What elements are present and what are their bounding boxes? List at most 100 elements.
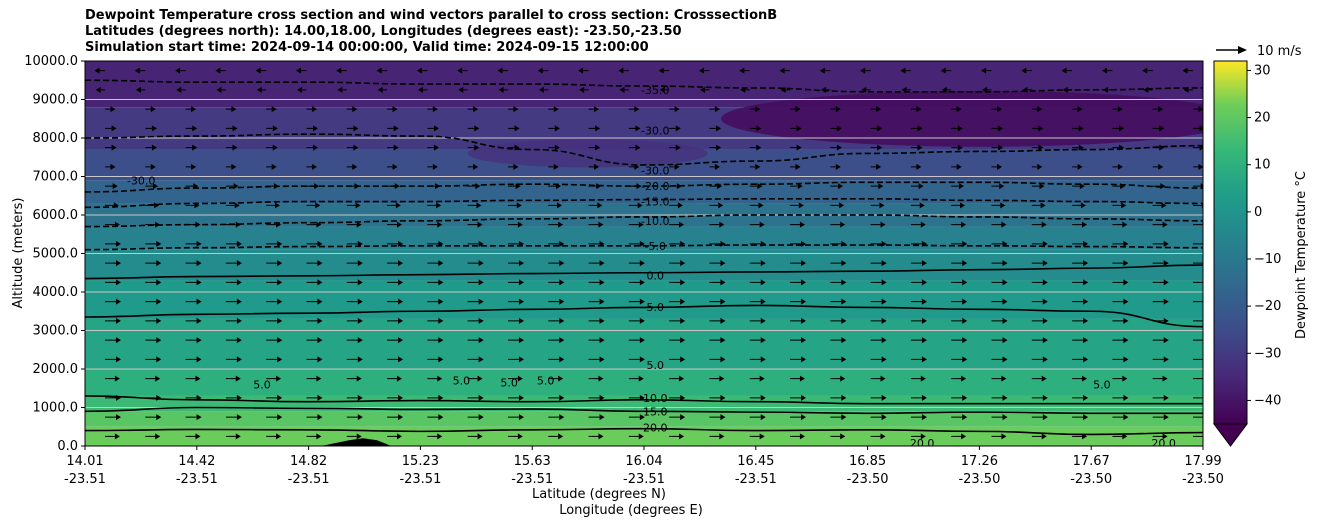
wind-vector-head [595,125,601,132]
wind-vector-head [236,337,242,344]
wind-vector-head [497,67,503,74]
wind-vector-head [156,356,162,363]
wind-vector-head [155,375,161,382]
wind-vector-head [231,106,237,113]
wind-vector-head [1042,356,1048,363]
wind-vector-head [150,106,156,113]
wind-vector-head [1158,106,1164,113]
x-tick-label-lon: -23.51 [511,472,553,487]
wind-vector-head [635,144,641,151]
wind-vector-head [156,337,162,344]
contour-label: -30.0 [641,124,669,137]
wind-vector-head [920,221,926,228]
wind-vector-head [559,356,565,363]
wind-vector-head [438,394,444,401]
wind-vector-head [796,144,802,151]
x-tick-label-lat: 16.04 [625,454,662,469]
wind-vector-head [1041,433,1047,440]
contour-line [85,427,1203,436]
wind-vector-head [1199,125,1203,132]
wind-vector-head [271,106,277,113]
wind-vector-head [720,317,726,324]
wind-vector-head [1042,337,1048,344]
wind-vector-head [756,125,762,132]
wind-vector-head [1143,86,1149,93]
wind-vector-head [193,183,199,190]
contour-label: 5.0 [1093,378,1111,391]
y-tick-label: 6000.0 [33,208,79,223]
x-tick-label-lat: 16.45 [737,454,774,469]
wind-vector-head [1123,298,1129,305]
colorbar-tick-label: 10 [1254,158,1271,173]
wind-vector-head [801,414,807,421]
wind-vector-head [152,183,158,190]
wind-vector-head [835,163,841,170]
wind-vector-head [962,279,968,286]
wind-vector-head [272,125,278,132]
wind-vector-head [396,433,402,440]
chart-title-line-2: Latitudes (degrees north): 14.00,18.00, … [85,24,682,39]
colorbar-tick-label: −40 [1254,393,1281,408]
wind-vector-head [1163,394,1169,401]
wind-vector-head [436,202,442,209]
wind-vector-head [317,279,323,286]
wind-vector-head [795,106,801,113]
dry-pocket [467,139,708,168]
plot-area: -35.0 -30.0 -30.0 -20.0 -15.0 -10.0 -5.0 0.0 5.0… [85,61,1209,446]
wind-vector-head [597,202,603,209]
wind-vector-head [557,202,563,209]
x-tick-label-lat: 16.85 [849,454,886,469]
wind-vector-head [357,317,363,324]
contour-label: -15.0 [641,196,669,209]
wind-vector-head [878,183,884,190]
wind-vector-head [196,394,202,401]
wind-vector-head [196,317,202,324]
wind-vector-head [841,260,847,267]
contour-line [85,79,1203,93]
wind-vector-head [195,375,201,382]
wind-vector-head [921,414,927,421]
wind-vector-head [1082,221,1088,228]
wind-vector-head [900,67,906,74]
y-tick-label: 5000.0 [33,247,79,262]
wind-vector-head [1083,298,1089,305]
wind-vector-head [392,163,398,170]
wind-vector-head [276,375,282,382]
wind-vector-head [779,67,785,74]
wind-vector-head [956,163,962,170]
wind-vector-head [357,298,363,305]
wind-vector-head [236,394,242,401]
wind-vector-head [674,106,680,113]
wind-vector-head [962,356,968,363]
wind-vector-head [1001,375,1007,382]
wind-vector-head [116,260,121,267]
wind-vector-head [357,414,363,421]
wind-vector-head [236,356,242,363]
x-axis-label-lon: Longitude (degrees E) [559,503,703,518]
wind-vector-head [518,337,524,344]
wind-vector-head [474,144,480,151]
wind-vector-head [394,183,400,190]
wind-vector-head [961,375,967,382]
wind-vector-head [110,163,116,170]
wind-vector-head [273,183,279,190]
wind-vector-head [841,240,847,247]
wind-vector-head [478,317,484,324]
wind-vector-head [957,144,963,151]
wind-vector-head [880,375,886,382]
wind-vector-head [438,356,444,363]
wind-vector-head [1198,106,1203,113]
wind-vector-head [195,221,201,228]
wind-vector-head [234,202,240,209]
wind-vector-head [518,298,524,305]
wind-vector-head [797,183,803,190]
wind-vector-head [192,144,198,151]
wind-vector-head [1041,221,1047,228]
wind-vector-head [553,163,559,170]
wind-vector-head [918,183,924,190]
y-tick-label: 4000.0 [33,285,79,300]
wind-vector-head [598,433,604,440]
wind-vector-head [700,86,706,93]
wind-vector-head [1204,260,1209,266]
wind-vector-head [1121,202,1127,209]
